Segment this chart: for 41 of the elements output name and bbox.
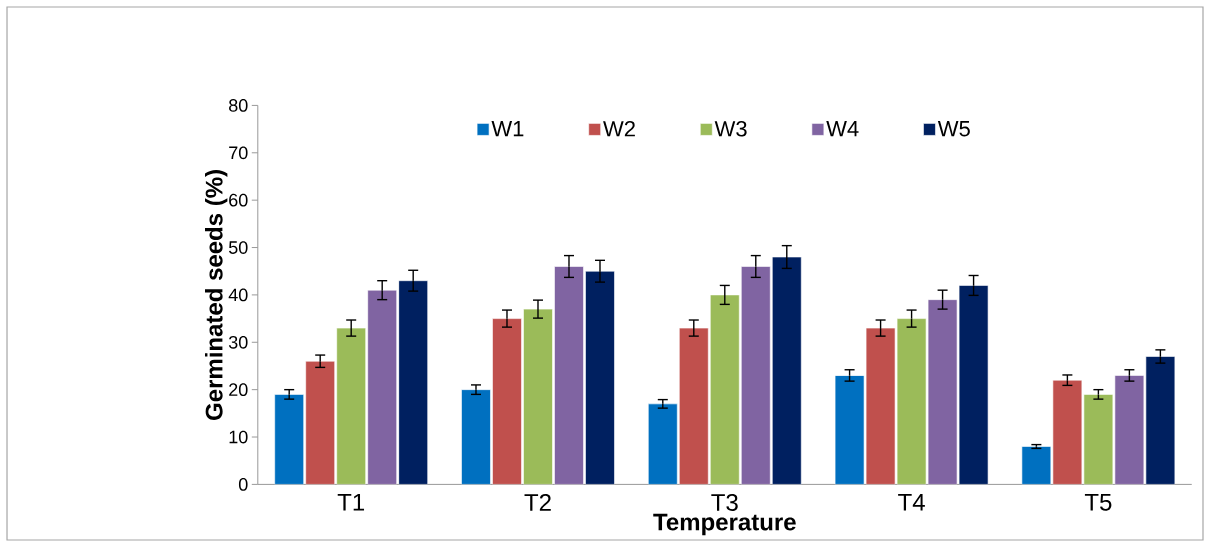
y-tick-label: 70 bbox=[229, 146, 248, 160]
x-tick-label: T5 bbox=[1084, 493, 1112, 511]
bar bbox=[1145, 356, 1176, 485]
bar bbox=[647, 403, 678, 485]
bar bbox=[523, 308, 553, 485]
y-tick-label: 20 bbox=[229, 383, 248, 397]
bar bbox=[274, 394, 304, 485]
bar bbox=[958, 285, 989, 485]
bar bbox=[865, 327, 896, 485]
y-tick-label: 30 bbox=[228, 335, 248, 349]
bar bbox=[1083, 394, 1114, 485]
y-tick-label: 40 bbox=[228, 288, 248, 302]
bar bbox=[771, 256, 802, 485]
y-tick-label: 0 bbox=[238, 478, 248, 491]
y-tick-label: 60 bbox=[229, 193, 248, 207]
bar bbox=[1021, 446, 1052, 485]
y-tick-label: 50 bbox=[228, 241, 248, 254]
legend-label: W4 bbox=[826, 121, 859, 137]
y-axis-title: Germinated seeds (%) bbox=[205, 170, 228, 420]
bar bbox=[834, 375, 865, 485]
y-tick-label: 10 bbox=[229, 430, 248, 444]
bar bbox=[398, 280, 428, 485]
bar bbox=[305, 360, 335, 485]
bar bbox=[461, 389, 491, 485]
bar bbox=[896, 318, 927, 485]
y-tick-label: 80 bbox=[229, 99, 248, 112]
x-axis-title: Temperature bbox=[653, 513, 796, 536]
x-tick-label: T4 bbox=[898, 493, 925, 511]
legend-label: W2 bbox=[603, 120, 635, 137]
bar bbox=[709, 294, 740, 485]
bar bbox=[678, 327, 709, 485]
x-tick-label: T3 bbox=[711, 493, 738, 511]
x-tick-label: T2 bbox=[524, 493, 551, 511]
bar bbox=[585, 270, 615, 485]
legend-label: W3 bbox=[714, 120, 747, 137]
bar bbox=[1052, 379, 1083, 485]
legend-label: W5 bbox=[937, 121, 970, 137]
bar bbox=[336, 327, 366, 485]
bar bbox=[492, 318, 522, 485]
legend-label: W1 bbox=[491, 121, 524, 137]
x-tick-label: T1 bbox=[337, 493, 365, 511]
